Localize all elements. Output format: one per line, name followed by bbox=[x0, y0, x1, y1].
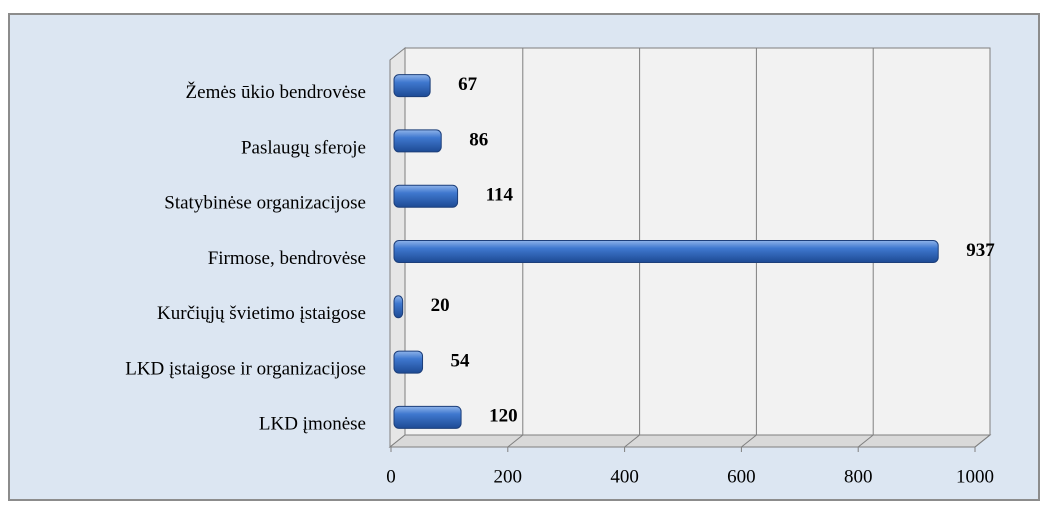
value-label: 67 bbox=[458, 74, 478, 95]
floor bbox=[388, 434, 992, 448]
y-tick-label: Firmose, bendrovėse bbox=[208, 248, 366, 269]
y-tick-label: Žemės ūkio bendrovėse bbox=[186, 81, 366, 103]
x-tick-label: 0 bbox=[386, 466, 396, 487]
bar bbox=[393, 350, 424, 374]
bar bbox=[393, 240, 939, 263]
bar bbox=[393, 184, 459, 208]
value-label: 114 bbox=[486, 185, 514, 206]
grid-line bbox=[741, 434, 757, 448]
bar bbox=[393, 405, 462, 429]
x-tick-label: 200 bbox=[494, 466, 523, 487]
bar bbox=[393, 295, 404, 319]
x-tick-label: 600 bbox=[727, 466, 756, 487]
bar bbox=[393, 129, 442, 153]
value-label: 20 bbox=[431, 295, 450, 316]
y-tick-label: LKD įmonėse bbox=[259, 414, 366, 435]
y-tick-label: Paslaugų sferoje bbox=[241, 137, 366, 158]
value-label: 120 bbox=[489, 406, 517, 427]
y-tick-label: LKD įstaigose ir organizacijose bbox=[125, 358, 366, 379]
bar bbox=[393, 74, 431, 98]
grid-line bbox=[624, 434, 640, 448]
x-tick-label: 1000 bbox=[956, 466, 994, 487]
y-tick-label: Statybinėse organizacijose bbox=[164, 193, 366, 214]
value-label: 937 bbox=[966, 240, 995, 261]
grid-line bbox=[857, 434, 874, 448]
value-label: 54 bbox=[451, 350, 471, 371]
grid-line bbox=[974, 434, 991, 448]
x-tick-label: 800 bbox=[844, 466, 873, 487]
x-tick-label: 400 bbox=[610, 466, 639, 487]
value-label: 86 bbox=[469, 129, 488, 150]
y-tick-label: Kurčiųjų švietimo įstaigose bbox=[157, 303, 366, 324]
grid-line bbox=[507, 434, 524, 448]
